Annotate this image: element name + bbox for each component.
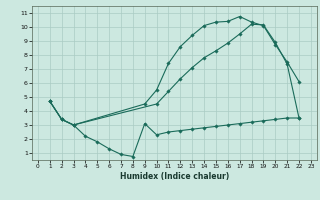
X-axis label: Humidex (Indice chaleur): Humidex (Indice chaleur)	[120, 172, 229, 181]
